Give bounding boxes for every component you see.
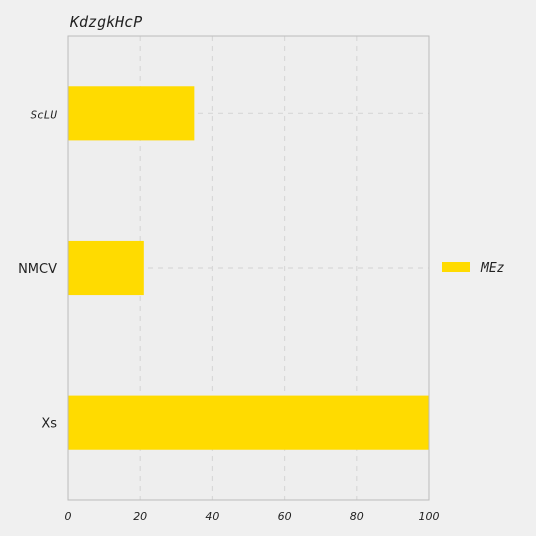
y-axis-ticks: ScLU NMCV Xs <box>18 108 57 431</box>
y-tick-label: ScLU <box>31 108 58 121</box>
legend: MEz <box>442 261 505 276</box>
x-tick-label: 0 <box>65 510 72 523</box>
legend-label-mez: MEz <box>480 261 505 276</box>
bar-nmcv <box>68 240 144 296</box>
x-tick-label: 60 <box>278 510 292 523</box>
x-axis-ticks: 0 20 40 60 80 100 <box>65 510 440 523</box>
bars <box>68 86 429 450</box>
plot-frame <box>67 35 430 501</box>
y-tick-label: Xs <box>41 417 57 432</box>
y-tick-label: NMCV <box>18 262 57 277</box>
x-tick-label: 20 <box>133 510 147 523</box>
x-tick-label: 40 <box>205 510 219 523</box>
bar-sclu <box>68 86 195 141</box>
bar-xs <box>68 395 429 450</box>
legend-swatch <box>442 262 470 272</box>
x-tick-label: 80 <box>350 510 364 523</box>
x-tick-label: 100 <box>419 510 440 523</box>
chart-title: KdzgkHcP <box>69 13 142 31</box>
